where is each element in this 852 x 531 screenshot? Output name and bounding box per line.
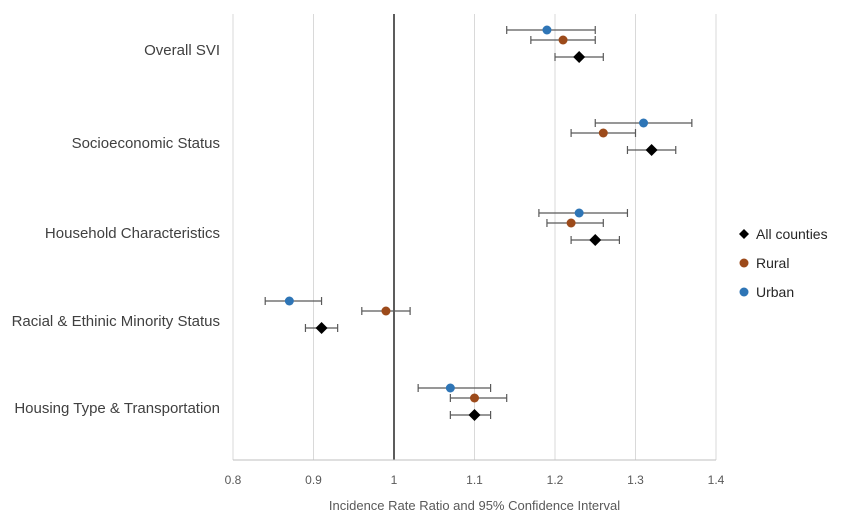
- data-point-circle: [639, 118, 649, 128]
- x-tick-label: 1.3: [627, 473, 644, 487]
- category-label: Racial & Ethinic Minority Status: [12, 313, 220, 330]
- x-tick-label: 1: [391, 473, 398, 487]
- data-point-circle: [381, 306, 391, 316]
- data-point-circle: [284, 296, 294, 306]
- x-axis: 0.8 0.9 1 1.1 1.2 1.3 1.4 Incidence Rate Ratio …: [225, 459, 725, 513]
- data-series: [264, 25, 693, 421]
- data-point-diamond: [573, 51, 586, 63]
- x-tick-label: 1.4: [708, 473, 725, 487]
- legend: All counties Rural Urban: [739, 226, 828, 300]
- data-point-circle: [445, 383, 455, 393]
- data-point-circle: [574, 208, 584, 218]
- category-labels: Overall SVI Socioeconomic Status Household…: [12, 42, 220, 417]
- data-point-circle: [598, 128, 608, 138]
- data-point-diamond: [468, 409, 481, 421]
- legend-label: All counties: [756, 226, 828, 242]
- x-tick-label: 1.1: [466, 473, 483, 487]
- data-point-diamond: [315, 322, 328, 334]
- x-tick-label: 0.9: [305, 473, 322, 487]
- legend-marker-circle: [739, 287, 749, 297]
- data-point-diamond: [589, 234, 602, 246]
- data-point-circle: [470, 393, 479, 403]
- x-tick-label: 0.8: [225, 473, 242, 487]
- legend-marker-diamond: [739, 229, 749, 239]
- legend-label: Urban: [756, 284, 794, 300]
- legend-label: Rural: [756, 255, 789, 271]
- x-tick-label: 1.2: [547, 473, 564, 487]
- legend-marker-circle: [739, 258, 749, 268]
- data-point-circle: [566, 218, 576, 228]
- data-point-diamond: [645, 144, 658, 156]
- x-axis-title: Incidence Rate Ratio and 95% Confidence …: [329, 498, 620, 513]
- category-label: Socioeconomic Status: [72, 135, 220, 152]
- category-label: Overall SVI: [144, 42, 220, 59]
- data-point-circle: [558, 35, 568, 45]
- data-point-circle: [542, 25, 552, 35]
- gridlines: [232, 14, 717, 460]
- category-label: Household Characteristics: [45, 225, 220, 242]
- category-label: Housing Type & Transportation: [14, 400, 220, 417]
